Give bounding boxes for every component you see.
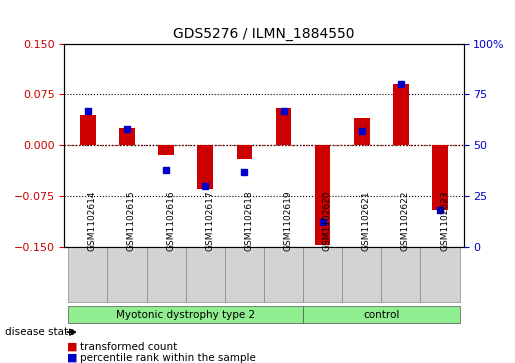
Title: GDS5276 / ILMN_1884550: GDS5276 / ILMN_1884550 (173, 27, 355, 41)
FancyBboxPatch shape (225, 247, 264, 302)
Bar (158, 145, 174, 155)
FancyBboxPatch shape (303, 247, 342, 302)
Text: ■: ■ (67, 352, 77, 363)
Text: GSM1102619: GSM1102619 (283, 190, 293, 250)
FancyBboxPatch shape (186, 247, 225, 302)
Bar (119, 128, 135, 145)
Text: GSM1102620: GSM1102620 (322, 190, 332, 250)
Text: disease state: disease state (5, 327, 78, 337)
FancyBboxPatch shape (303, 306, 459, 323)
Text: GSM1102615: GSM1102615 (127, 190, 136, 250)
FancyBboxPatch shape (108, 247, 147, 302)
Bar (393, 84, 409, 145)
Text: percentile rank within the sample: percentile rank within the sample (80, 352, 256, 363)
FancyBboxPatch shape (381, 247, 420, 302)
Text: GSM1102614: GSM1102614 (88, 190, 97, 250)
Text: control: control (363, 310, 400, 320)
Text: GSM1102621: GSM1102621 (362, 190, 371, 250)
FancyBboxPatch shape (342, 247, 381, 302)
Bar (315, 145, 331, 245)
Text: GSM1102618: GSM1102618 (245, 190, 253, 250)
Text: GSM1102616: GSM1102616 (166, 190, 175, 250)
Text: GSM1102622: GSM1102622 (401, 190, 410, 250)
Text: GSM1102617: GSM1102617 (205, 190, 214, 250)
Bar (354, 118, 370, 145)
Bar (197, 145, 213, 189)
Text: transformed count: transformed count (80, 342, 177, 352)
Text: Myotonic dystrophy type 2: Myotonic dystrophy type 2 (116, 310, 255, 320)
FancyBboxPatch shape (68, 306, 303, 323)
Text: ■: ■ (67, 342, 77, 352)
FancyBboxPatch shape (68, 247, 108, 302)
Bar (236, 145, 252, 159)
Text: GSM1102623: GSM1102623 (440, 190, 449, 250)
FancyBboxPatch shape (420, 247, 459, 302)
Bar (80, 115, 96, 145)
FancyBboxPatch shape (264, 247, 303, 302)
Bar (276, 108, 291, 145)
Bar (432, 145, 448, 209)
FancyBboxPatch shape (147, 247, 186, 302)
